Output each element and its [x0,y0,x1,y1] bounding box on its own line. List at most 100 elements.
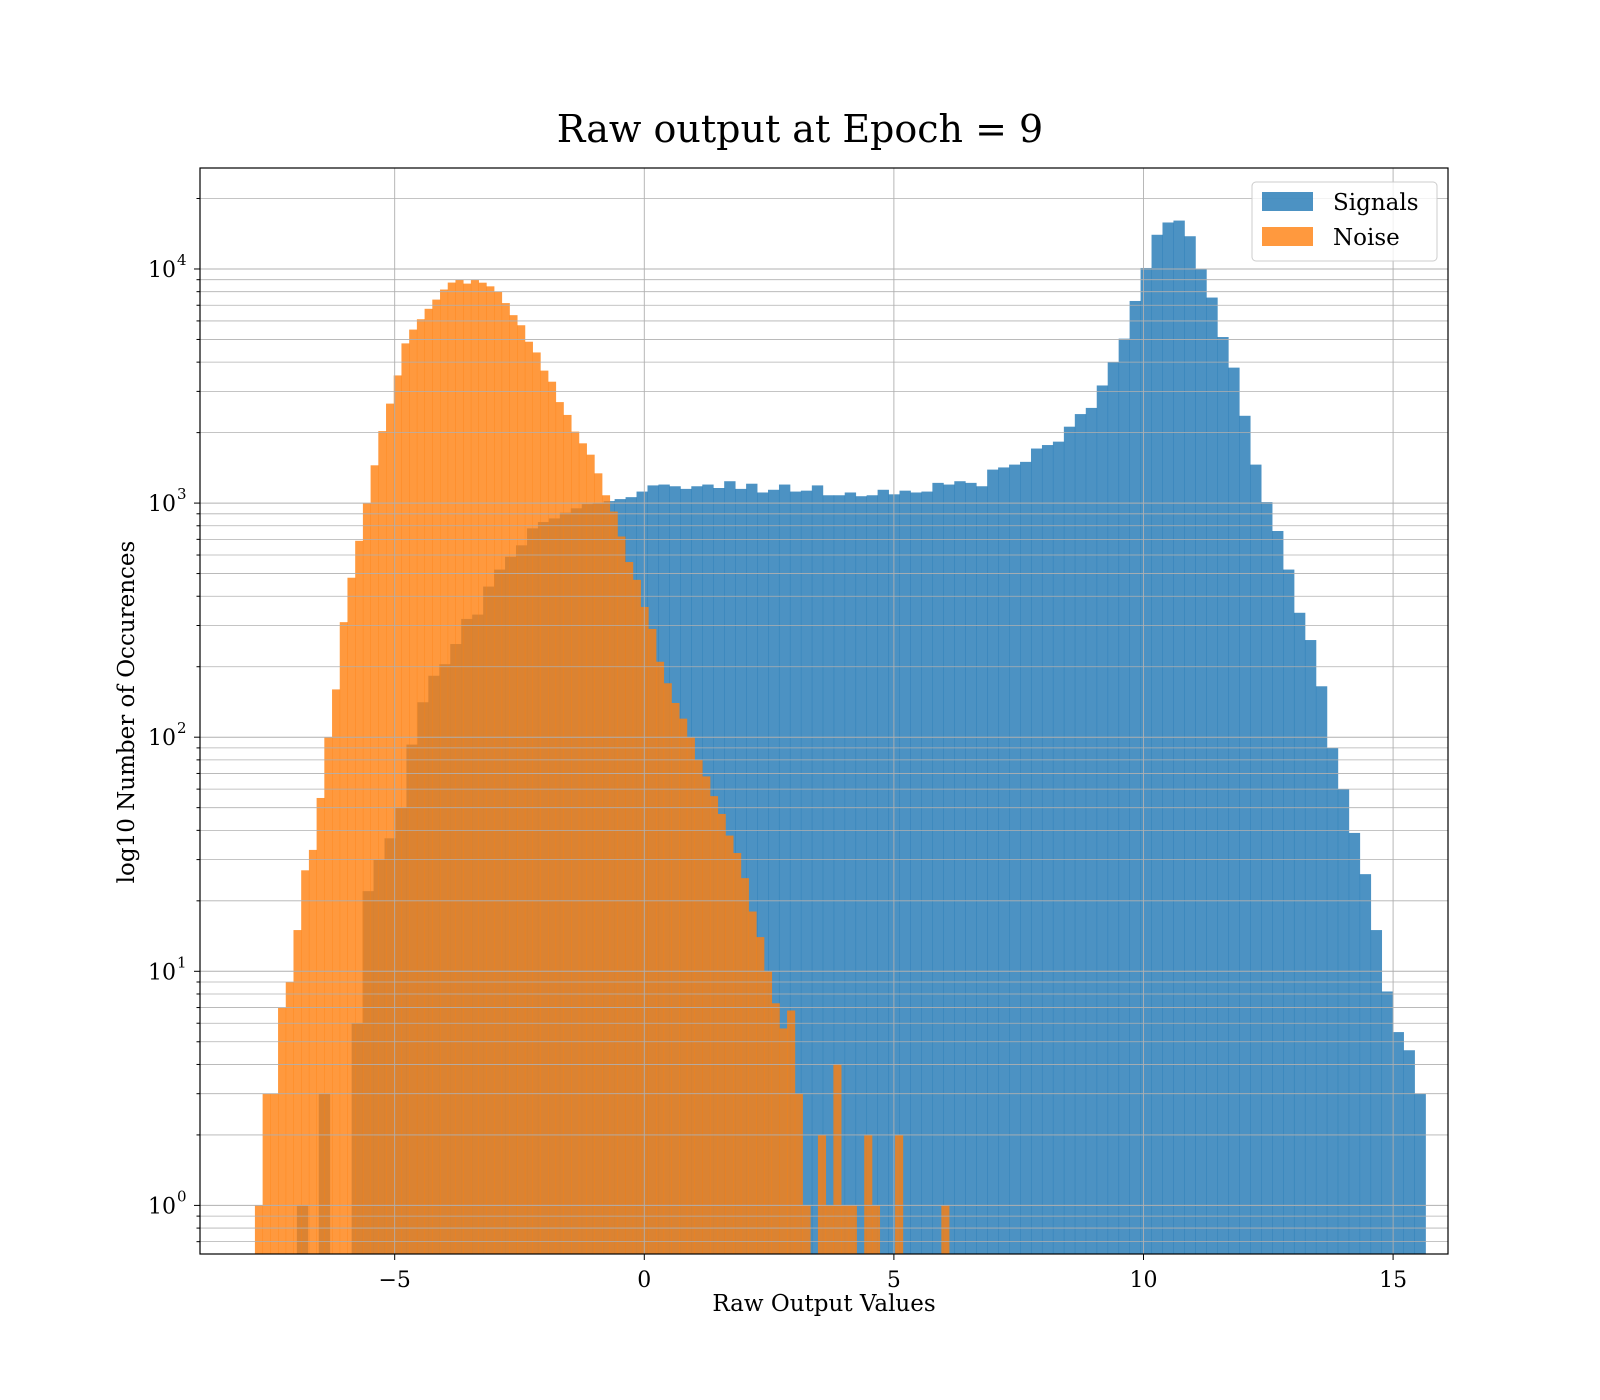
bar [632,579,641,1254]
bar [478,282,487,1254]
bar [841,1205,850,1254]
bar [768,489,780,1254]
bar [401,343,410,1254]
bar [1217,337,1229,1254]
bar [740,878,749,1254]
bar [965,482,977,1254]
bar [757,492,769,1255]
bar [486,286,495,1255]
bar [463,283,472,1254]
bar [1107,362,1120,1254]
bar [594,473,603,1255]
bar [733,853,742,1254]
bar [746,483,758,1255]
bar [416,319,425,1254]
bar [848,1205,857,1254]
bar [563,414,572,1254]
bar [932,482,944,1254]
bar [1326,747,1339,1254]
bar [262,1093,271,1254]
bar [787,1010,796,1254]
bar [440,289,449,1254]
bar [424,308,433,1254]
bar [1228,367,1240,1254]
bar [671,702,680,1254]
bar [547,381,557,1254]
bar [802,1205,811,1254]
bar [1162,222,1174,1255]
bar [308,849,318,1254]
bar [355,540,364,1254]
bar [571,431,580,1255]
bar [866,495,878,1254]
legend-swatch-signals [1262,192,1313,211]
y-tick-label: 10 [148,492,176,517]
bar [1052,441,1065,1254]
x-axis-label: Raw Output Values [712,1291,935,1317]
bar [779,1028,788,1254]
bar [609,511,618,1254]
bar [855,496,868,1255]
bar [895,1134,904,1254]
legend-swatch-noise [1262,227,1313,246]
bar [1140,267,1152,1255]
legend-label-signals: Signals [1333,190,1419,216]
bar [1151,234,1163,1254]
bar [578,443,587,1255]
bar [524,341,533,1255]
bar [1096,385,1109,1255]
bar [1414,1093,1426,1254]
grid-layer [200,168,1448,1254]
bar [470,280,479,1254]
bar [987,469,999,1254]
bar [1293,612,1306,1254]
x-tick-label: 5 [887,1268,901,1293]
bar [1063,426,1076,1254]
bar [617,536,626,1254]
bar [409,329,418,1255]
bar [1272,530,1284,1254]
bar [254,1205,264,1254]
bar [586,454,595,1254]
bar [362,503,371,1255]
y-tick-label: 10 [148,960,176,985]
bar [825,1205,834,1254]
y-tick-label: 10 [148,1194,176,1219]
bar [756,937,765,1254]
bars-layer [254,220,1426,1255]
y-tick-label: 10 [148,258,176,283]
series-noise [254,279,950,1255]
bar [763,971,773,1254]
bar [293,930,302,1254]
bar [339,622,348,1254]
bar [954,481,966,1255]
x-tick-label: −5 [378,1268,410,1293]
bar [686,737,695,1254]
bar [817,1134,827,1254]
bar [789,491,802,1254]
x-tick-label: 15 [1379,1268,1407,1293]
bar [1315,686,1328,1254]
bar [625,562,634,1254]
bar [1403,1050,1415,1254]
y-tick-label-exponent: 4 [177,251,187,269]
plot-frame [199,167,1449,1255]
bar [1118,338,1131,1254]
x-tick-label: 10 [1129,1268,1157,1293]
bar [844,492,857,1255]
bar [555,402,564,1255]
bar [709,796,719,1254]
bar [1381,991,1393,1254]
bar [1184,236,1196,1255]
bar [748,911,757,1254]
bar [1261,502,1273,1255]
bar [1337,789,1350,1254]
bar [1020,461,1032,1254]
bar [899,490,911,1254]
bar [648,628,657,1254]
bar [794,1093,803,1254]
bar [386,403,395,1254]
bar [301,870,310,1254]
